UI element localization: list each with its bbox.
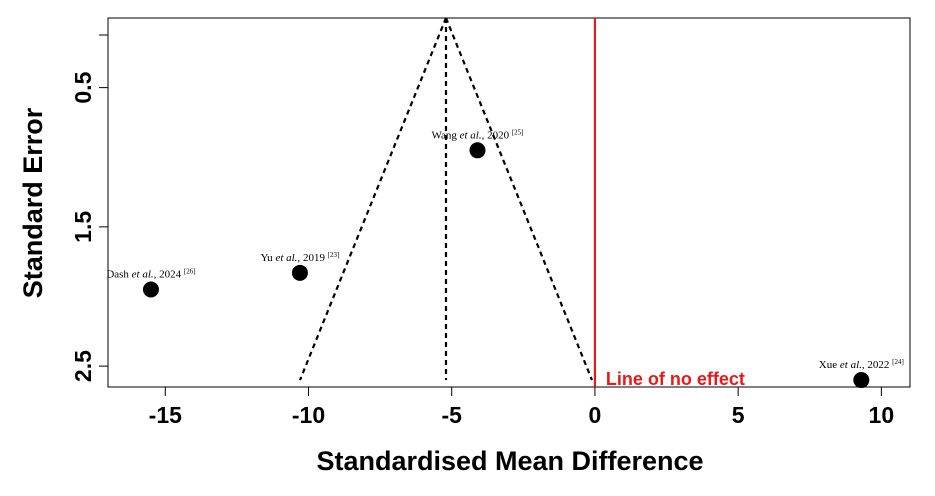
funnel-lines [299, 17, 593, 381]
x-tick-label-5: 10 [869, 402, 895, 428]
study-label-year: 2024 [156, 269, 184, 281]
study-label-year: 2019 [300, 252, 328, 264]
plot-frame [107, 17, 911, 388]
study-label-etal: et al., [460, 129, 485, 141]
study-label-etal: et al., [840, 359, 865, 371]
data-points: Wang et al., 2020 [25] Yu et al., 2019 [2… [106, 128, 904, 389]
y-tick-label-2: 2.5 [70, 350, 96, 382]
no-effect-label: Line of no effect [606, 369, 745, 389]
x-axis-title: Standardised Mean Difference [316, 446, 703, 476]
study-label-author: Xue [819, 359, 840, 371]
funnel-right-line [444, 17, 593, 381]
no-effect-line-group: Line of no effect [593, 18, 745, 389]
x-tick-label-3: 0 [589, 402, 602, 428]
x-axis: -15 -10 -5 0 5 10 [149, 387, 894, 428]
x-tick-label-2: -5 [441, 402, 462, 428]
study-point-1 [291, 264, 308, 281]
x-tick-label-1: -10 [292, 402, 325, 428]
study-point-0 [469, 142, 486, 159]
study-label-author: Wang [431, 129, 459, 141]
study-label-year: 2022 [865, 359, 893, 371]
y-tick-label-0: 0.5 [70, 71, 96, 103]
study-label-ref: [23] [328, 251, 340, 259]
study-label-1: Yu et al., 2019 [23] [260, 251, 339, 264]
study-label-etal: et al., [132, 269, 157, 281]
study-label-author: Yu [260, 252, 275, 264]
y-axis: 0.5 1.5 2.5 [70, 34, 108, 382]
study-label-etal: et al., [275, 252, 300, 264]
study-label-3: Xue et al., 2022 [24] [819, 358, 904, 371]
x-tick-label-4: 5 [732, 402, 745, 428]
study-label-ref: [26] [184, 268, 196, 276]
study-point-3 [853, 372, 870, 389]
x-tick-label-0: -15 [149, 402, 182, 428]
study-point-2 [142, 281, 159, 298]
funnel-left-line [299, 17, 448, 381]
study-label-0: Wang et al., 2020 [25] [431, 128, 523, 141]
study-label-year: 2020 [484, 129, 512, 141]
study-label-2: Dash et al., 2024 [26] [106, 268, 195, 281]
study-label-ref: [25] [512, 128, 524, 136]
y-axis-title: Standard Error [18, 107, 48, 298]
study-label-ref: [24] [892, 358, 904, 366]
y-tick-label-1: 1.5 [70, 211, 96, 243]
study-label-author: Dash [106, 269, 131, 281]
